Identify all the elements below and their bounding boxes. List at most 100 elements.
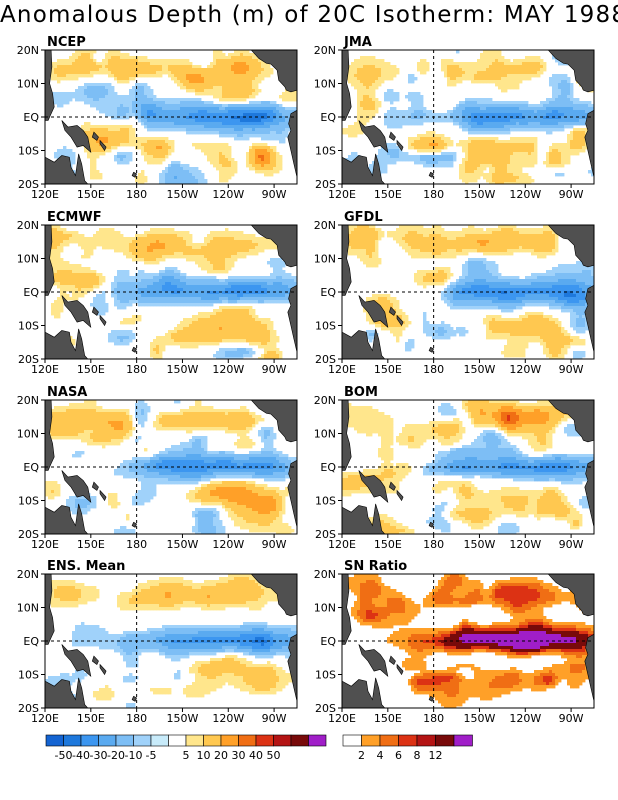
- land-mass: [131, 521, 137, 528]
- y-tick-label: 10S: [315, 320, 336, 333]
- x-tick-label: 150W: [167, 363, 199, 376]
- land-mass: [91, 131, 99, 141]
- land-mass: [45, 503, 89, 534]
- legend-swatch: [80, 734, 99, 747]
- y-tick-label: 20S: [18, 178, 39, 191]
- legend-swatch: [379, 734, 399, 747]
- y-tick-label: 20N: [314, 568, 336, 581]
- legend-swatch: [273, 734, 292, 747]
- panel-ecmwf: 120E 150E 180 150W 120W 90W 20N 10N EQ 10S 20S ECMW…: [17, 210, 298, 376]
- panel-ens-mean: 120E 150E 180 150W 120W 90W 20N 10N EQ 10S 20S ENS.…: [17, 559, 298, 725]
- x-tick-label: 180: [126, 712, 147, 725]
- y-tick-label: 10S: [18, 145, 39, 158]
- land-mass: [61, 295, 92, 329]
- x-tick-label: 150W: [167, 712, 199, 725]
- land-mass: [111, 183, 113, 184]
- y-tick-label: 20S: [18, 353, 39, 366]
- x-tick-label: 120W: [509, 188, 541, 201]
- y-tick-label: 10N: [17, 428, 39, 441]
- x-tick-label: 120W: [509, 538, 541, 551]
- panel-title: NASA: [47, 385, 87, 400]
- land-mass: [45, 225, 55, 296]
- y-tick-label: 20S: [315, 353, 336, 366]
- land-mass: [45, 574, 55, 645]
- x-tick-label: 120E: [31, 363, 59, 376]
- legend-swatch: [361, 734, 381, 747]
- panel-jma: 120E 150E 180 150W 120W 90W 20N 10N EQ 10S 20S JMA: [314, 35, 595, 201]
- x-tick-label: 120E: [31, 188, 59, 201]
- x-tick-label: 120E: [328, 712, 356, 725]
- land-mass: [584, 109, 594, 178]
- land-mass: [547, 225, 594, 268]
- legend-label: 40: [249, 749, 263, 762]
- x-tick-label: 150E: [77, 538, 105, 551]
- x-tick-label: 120E: [328, 363, 356, 376]
- land-mass: [131, 695, 137, 702]
- x-tick-label: 150E: [77, 712, 105, 725]
- y-tick-label: 10S: [18, 669, 39, 682]
- heatmap-field: [45, 50, 297, 184]
- heatmap-field: [342, 50, 594, 184]
- legend-swatch: [255, 734, 274, 747]
- land-mass: [111, 533, 113, 534]
- x-tick-label: 90W: [559, 188, 584, 201]
- legend-anomaly: -50 -40 -30 -20 -10 -5 5 10 20 30 40 50: [45, 734, 327, 762]
- land-mass: [342, 50, 352, 121]
- y-tick-label: 20N: [314, 394, 336, 407]
- main-title: Anomalous Depth (m) of 20C Isotherm: MAY…: [0, 2, 618, 28]
- legend-label: 50: [267, 749, 281, 762]
- legend-label: 5: [183, 749, 190, 762]
- y-tick-label: EQ: [320, 635, 336, 648]
- x-tick-label: 150W: [464, 363, 496, 376]
- y-tick-label: EQ: [23, 111, 39, 124]
- y-tick-label: 20N: [17, 394, 39, 407]
- legend-swatch: [150, 734, 169, 747]
- heatmap-field: [342, 400, 594, 534]
- panel-sn-ratio: 120E 150E 180 150W 120W 90W 20N 10N EQ 10S 20S SN R…: [314, 559, 595, 725]
- x-tick-label: 120W: [509, 363, 541, 376]
- x-tick-label: 150E: [77, 363, 105, 376]
- land-mass: [99, 663, 107, 676]
- legend-label: 20: [214, 749, 228, 762]
- legend-label: 6: [395, 749, 402, 762]
- land-mass: [584, 284, 594, 353]
- land-mass: [428, 521, 434, 528]
- y-tick-label: 10N: [314, 253, 336, 266]
- legend-label: 12: [429, 749, 443, 762]
- legend-label: 10: [197, 749, 211, 762]
- legend-swatch: [98, 734, 117, 747]
- land-mass: [388, 481, 396, 491]
- panel-ncep: 120E 150E 180 150W 120W 90W 20N 10N EQ 10S 20S NCEP: [17, 35, 298, 201]
- land-mass: [342, 677, 386, 708]
- panel-title: SN Ratio: [344, 559, 407, 574]
- y-tick-label: 20S: [315, 528, 336, 541]
- land-mass: [91, 481, 99, 491]
- x-tick-label: 120W: [212, 712, 244, 725]
- land-mass: [131, 346, 137, 353]
- legend-swatch: [398, 734, 418, 747]
- land-mass: [388, 306, 396, 316]
- land-mass: [584, 633, 594, 702]
- land-mass: [45, 677, 89, 708]
- panel-nasa: 120E 150E 180 150W 120W 90W 20N 10N EQ 10S 20S NASA: [17, 385, 298, 551]
- land-mass: [91, 306, 99, 316]
- y-tick-label: 10N: [17, 253, 39, 266]
- y-tick-label: 10S: [315, 495, 336, 508]
- land-mass: [342, 225, 352, 296]
- x-tick-label: 90W: [262, 712, 287, 725]
- x-tick-label: 150W: [167, 538, 199, 551]
- land-mass: [250, 50, 297, 93]
- y-tick-label: 10S: [18, 320, 39, 333]
- legend-label: 4: [377, 749, 384, 762]
- x-tick-label: 180: [423, 188, 444, 201]
- legend-swatch: [63, 734, 82, 747]
- land-mass: [61, 120, 92, 154]
- legend-swatch: [238, 734, 257, 747]
- heatmap-field: [45, 574, 297, 708]
- y-tick-label: 20S: [18, 528, 39, 541]
- land-mass: [287, 284, 297, 353]
- legend-sn: 2 4 6 8 12: [342, 734, 473, 762]
- land-mass: [396, 314, 404, 327]
- land-mass: [131, 171, 137, 178]
